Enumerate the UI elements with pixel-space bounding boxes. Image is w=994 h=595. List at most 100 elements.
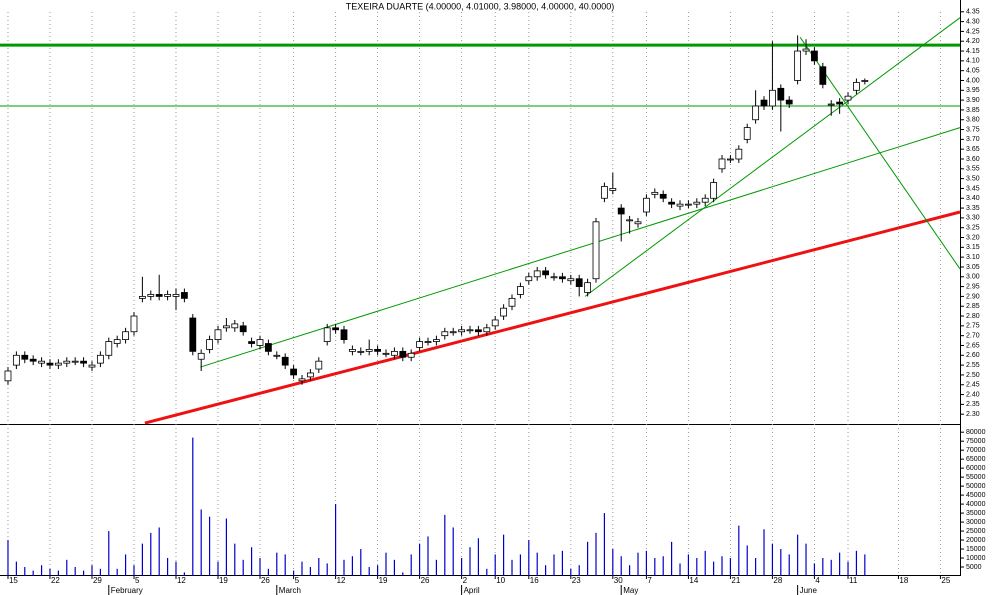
candle-body [12,354,20,366]
candle-body [727,158,734,161]
candle-body [743,127,751,140]
candle-body [71,360,79,363]
volume-tick-label: 60000 [966,465,986,472]
candle-body [306,372,314,378]
y-tick-label: 3.15 [966,244,980,251]
y-tick-label: 2.60 [966,352,980,359]
volume-tick-label: 50000 [966,483,986,490]
x-tick-label: 16 [530,576,539,585]
candle-body [466,329,474,332]
candle-body [374,349,381,352]
month-label: March [279,586,301,595]
y-tick-label: 3.20 [966,234,980,241]
x-tick-label: 19 [379,576,388,585]
y-tick-label: 4.30 [966,18,980,25]
y-tick-label: 2.30 [966,411,980,418]
y-tick-label: 3.95 [966,87,980,94]
candle-body [54,362,62,366]
y-tick-label: 4.10 [966,58,980,65]
y-tick-label: 3.40 [966,195,980,202]
y-tick-label: 3.60 [966,156,980,163]
candle-body [668,201,676,205]
candle-body [853,82,860,91]
candle-body [601,186,608,199]
candle-body [794,50,802,81]
y-tick-label: 2.90 [966,293,980,300]
y-tick-label: 2.65 [966,342,980,349]
candle-body [483,327,491,333]
candle-body [567,278,575,282]
candle-body [769,89,776,107]
candle-body [189,317,197,352]
candle-body [449,331,457,334]
x-tick-label: 25 [941,576,950,585]
y-tick-label: 4.00 [966,77,980,84]
x-tick-label: 11 [849,576,858,585]
volume-tick-label: 80000 [966,429,986,436]
x-tick-label: 26 [261,576,270,585]
candle-body [21,354,29,360]
candle-body [659,193,667,199]
month-label: June [800,586,818,595]
candle-body [180,292,188,299]
candle-body [382,352,390,355]
y-tick-label: 2.75 [966,323,980,330]
y-tick-label: 3.85 [966,107,980,114]
candle-body [63,360,71,364]
x-tick-label: 15 [9,576,18,585]
candle-body [525,276,533,282]
candle-body [458,329,466,333]
candle-body [827,103,835,106]
candle-body [38,360,45,364]
candle-body [407,352,415,358]
volume-tick-label: 45000 [966,492,986,499]
y-tick-label: 4.05 [966,68,980,75]
candle-body [96,354,104,364]
month-label: February [111,586,143,595]
candle-body [475,329,482,333]
candle-body [29,358,37,362]
candle-body [172,294,180,297]
y-tick-label: 3.90 [966,97,980,104]
candle-body [609,188,617,191]
candle-body [365,349,373,352]
candle-body [617,207,625,215]
volume-tick-label: 30000 [966,519,986,526]
candle-body [584,282,592,293]
candle-body [315,360,323,370]
candle-body [399,350,407,358]
candle-body [147,294,155,297]
candle-body [239,325,247,333]
candle-body [206,339,213,350]
x-tick-label: 12 [337,576,346,585]
volume-tick-label: 55000 [966,474,986,481]
candle-body [290,368,297,376]
candle-body [533,270,541,278]
candle-body [710,182,718,199]
candle-body [340,329,348,340]
x-tick-label: 7 [647,576,652,585]
y-tick-label: 3.30 [966,215,980,222]
trend-line [799,37,961,270]
candle-body [46,362,54,366]
chart-title: TEXEIRA DUARTE (4.00000, 4.01000, 3.9800… [346,1,615,11]
y-tick-label: 2.85 [966,303,980,310]
candle-body [802,48,810,52]
y-tick-label: 4.20 [966,38,980,45]
candle-body [214,329,222,340]
candle-body [264,343,272,352]
candle-body [130,315,138,333]
candle-body [718,158,726,170]
candle-body [155,294,163,297]
x-tick-label: 29 [93,576,102,585]
volume-tick-label: 10000 [966,555,986,562]
y-tick-label: 2.40 [966,391,980,398]
candle-body [844,95,852,101]
candle-body [113,339,121,344]
volume-tick-label: 65000 [966,456,986,463]
x-tick-label: 26 [421,576,430,585]
candle-body [777,87,785,101]
candle-body [298,378,306,382]
